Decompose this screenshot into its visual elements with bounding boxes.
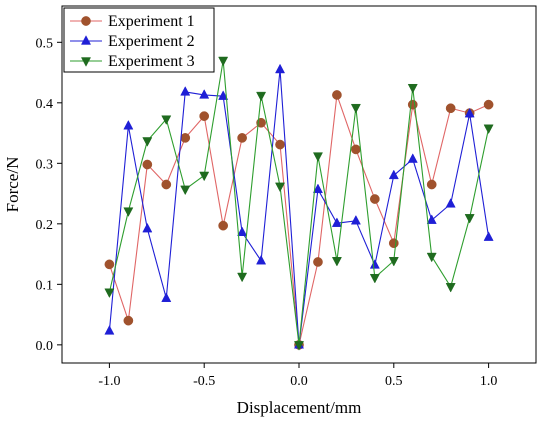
data-point [180, 86, 191, 96]
legend-marker [80, 35, 92, 45]
y-tick-label: 0.0 [36, 339, 54, 354]
data-point [312, 152, 323, 162]
data-point [464, 214, 475, 224]
data-point [407, 153, 418, 163]
series-layer [104, 56, 494, 351]
y-tick-label: 0.5 [36, 36, 54, 51]
axis-ticks: -1.0 -0.5 0.0 0.5 1.0 0.0 0.1 0.2 0.3 0.4 0.5 [36, 36, 498, 389]
data-point [445, 198, 456, 208]
data-point [123, 207, 134, 217]
x-tick-label: 1.0 [480, 374, 498, 389]
data-point [445, 283, 456, 293]
y-tick-label: 0.2 [36, 218, 54, 233]
legend-marker [80, 57, 92, 67]
data-point [388, 169, 399, 180]
data-point [237, 133, 247, 143]
y-tick-label: 0.4 [36, 97, 54, 112]
data-point [388, 257, 399, 267]
data-point [104, 288, 115, 299]
data-point [104, 259, 115, 270]
data-point [369, 273, 380, 284]
data-point [483, 124, 494, 135]
data-point [407, 99, 418, 110]
data-point [331, 217, 342, 227]
data-point [369, 259, 380, 269]
legend-entry: Experiment 3 [70, 53, 195, 70]
data-point [123, 315, 134, 326]
data-point [312, 183, 323, 194]
data-point [426, 252, 437, 263]
x-tick-label: 0.0 [290, 374, 308, 389]
data-point [331, 257, 342, 267]
data-point [332, 90, 342, 100]
data-point [237, 272, 248, 283]
legend-label: Experiment 1 [108, 13, 195, 30]
data-point [104, 325, 115, 335]
data-point [237, 226, 248, 237]
data-point [388, 238, 399, 249]
data-point [407, 83, 418, 94]
data-point [218, 56, 229, 67]
legend-entry: Experiment 2 [70, 33, 195, 50]
x-tick-label: -0.5 [193, 374, 215, 389]
y-axis-title: Force/N [3, 157, 22, 213]
legend-marker [81, 16, 91, 26]
data-point [275, 139, 285, 150]
x-axis-title: Displacement/mm [237, 398, 362, 417]
data-point [275, 63, 286, 74]
data-point [161, 179, 172, 190]
data-point [218, 90, 229, 100]
x-tick-label: -1.0 [98, 374, 120, 389]
data-point [218, 220, 229, 231]
data-point [180, 185, 191, 196]
data-point [199, 171, 210, 182]
series-1 [104, 90, 494, 350]
data-point [464, 107, 475, 118]
data-point [313, 257, 323, 267]
data-point [350, 214, 361, 225]
data-point [483, 231, 494, 241]
data-point [369, 194, 380, 204]
legend-entry: Experiment 1 [70, 13, 195, 30]
data-point [275, 182, 286, 193]
data-point [426, 214, 437, 224]
data-point [256, 91, 267, 102]
data-point [199, 111, 210, 121]
data-point [142, 159, 153, 170]
data-point [123, 119, 134, 130]
legend-label: Experiment 3 [108, 53, 195, 70]
data-point [180, 133, 191, 143]
data-point [483, 99, 494, 110]
data-point [445, 103, 456, 114]
data-point [161, 115, 172, 125]
legend: Experiment 1 Experiment 2 Experiment 3 [63, 7, 215, 73]
data-point [161, 292, 172, 302]
data-point [426, 179, 437, 190]
data-point [142, 222, 153, 233]
data-point [199, 89, 210, 99]
y-tick-label: 0.1 [36, 278, 54, 293]
y-tick-label: 0.3 [36, 157, 54, 172]
x-tick-label: 0.5 [385, 374, 403, 389]
data-point [350, 103, 361, 114]
data-point [351, 144, 361, 155]
data-point [142, 137, 153, 147]
legend-label: Experiment 2 [108, 33, 195, 50]
series-3 [104, 56, 494, 351]
data-point [256, 254, 267, 265]
data-point [293, 341, 305, 351]
